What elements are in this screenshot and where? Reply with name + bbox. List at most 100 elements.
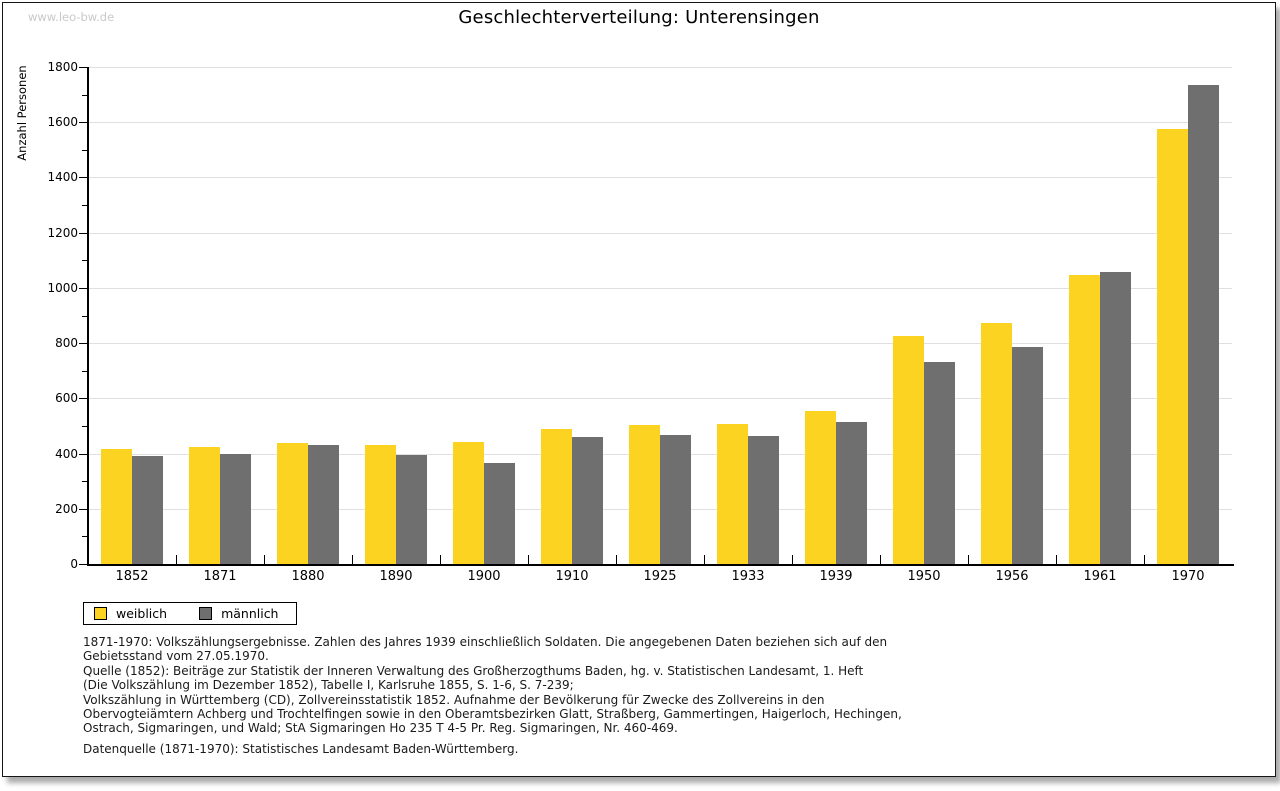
gridline [89, 122, 1232, 124]
x-axis-category-label: 1880 [291, 569, 325, 584]
y-axis-tick [79, 287, 87, 289]
y-axis-tick-label: 1200 [47, 225, 78, 240]
y-axis-line [87, 67, 89, 566]
gridline [89, 398, 1232, 400]
x-axis-tick [528, 555, 529, 564]
bar-weiblich-1880 [277, 442, 308, 564]
bar-männlich-1970 [1188, 84, 1219, 564]
bar-männlich-1890 [396, 455, 427, 564]
gridline [89, 287, 1232, 289]
footnote-line: Volkszählung in Württemberg (CD), Zollve… [83, 692, 825, 707]
legend-item-männlich: männlich [199, 607, 278, 620]
bar-weiblich-1939 [805, 411, 836, 564]
legend-swatch-männlich [199, 607, 213, 620]
footnote-line: (Die Volkszählung im Dezember 1852), Tab… [83, 678, 574, 693]
y-axis-tick [79, 398, 87, 400]
x-axis-category-label: 1956 [995, 569, 1029, 584]
bar-männlich-1880 [308, 445, 339, 564]
chart-title: Geschlechterverteilung: Unterensingen [458, 7, 820, 28]
footnote-line: Ostrach, Sigmaringen, und Wald; StA Sigm… [83, 721, 678, 736]
gridline [89, 67, 1232, 68]
x-axis-line [87, 564, 1234, 566]
bar-weiblich-1852 [101, 449, 132, 564]
bar-männlich-1933 [748, 435, 779, 564]
datasource-note: Datenquelle (1871-1970): Statistisches L… [83, 742, 519, 756]
y-axis-minor-tick [82, 205, 87, 207]
y-axis-minor-tick [82, 94, 87, 96]
bar-männlich-1956 [1012, 347, 1043, 564]
bar-weiblich-1900 [453, 441, 484, 564]
y-axis-tick [79, 122, 87, 124]
gridline [89, 232, 1232, 234]
bar-männlich-1910 [572, 436, 603, 564]
y-axis-minor-tick [82, 149, 87, 151]
y-axis-tick-label: 0 [70, 557, 78, 571]
y-axis-tick [79, 453, 87, 455]
y-axis-minor-tick [82, 481, 87, 483]
y-axis-minor-tick [82, 315, 87, 317]
x-axis-category-label: 1925 [643, 569, 677, 584]
footnote-line: 1871-1970: Volkszählungsergebnisse. Zahl… [83, 635, 888, 649]
x-axis-tick [176, 555, 177, 564]
legend-swatch-weiblich [94, 607, 107, 620]
bar-weiblich-1890 [365, 445, 396, 564]
bar-männlich-1852 [132, 456, 163, 564]
legend-item-weiblich: weiblich [94, 607, 167, 620]
plot-area: 1852 1871 1880 1890 1900 1910 1925 1933 1939 1950… [3, 3, 1275, 776]
bar-weiblich-1961 [1069, 275, 1100, 564]
y-axis-tick-label: 1600 [47, 115, 78, 130]
x-axis-tick [440, 555, 441, 564]
y-axis-minor-tick [82, 536, 87, 538]
x-axis-tick [792, 555, 793, 564]
bar-männlich-1925 [660, 435, 691, 564]
bar-weiblich-1950 [893, 335, 924, 564]
x-axis-category-label: 1890 [379, 569, 413, 584]
footnote-line: Obervogteiämtern Achberg und Trochtelfin… [83, 707, 902, 722]
bar-männlich-1939 [836, 421, 867, 564]
bar-weiblich-1933 [717, 423, 748, 564]
x-axis-category-label: 1871 [203, 569, 237, 584]
bar-weiblich-1871 [189, 446, 220, 564]
x-axis-tick [352, 555, 353, 564]
y-axis-tick-label: 1400 [47, 170, 78, 185]
bar-männlich-1961 [1100, 272, 1131, 564]
x-axis-category-label: 1950 [907, 569, 941, 584]
legend-label: männlich [221, 606, 279, 621]
bar-weiblich-1956 [981, 323, 1012, 564]
x-axis-category-label: 1910 [555, 569, 589, 584]
footnote-line: Gebietsstand vom 27.05.1970. [83, 649, 269, 664]
bar-männlich-1871 [220, 453, 251, 564]
chart-frame: www.leo-bw.de Geschlechterverteilung: Un… [2, 2, 1276, 777]
x-axis-tick [968, 555, 969, 564]
y-axis-tick-label: 200 [55, 501, 78, 516]
x-axis-category-label: 1961 [1083, 569, 1117, 584]
y-axis-minor-tick [82, 370, 87, 372]
watermark: www.leo-bw.de [28, 10, 115, 24]
x-axis-tick [880, 555, 881, 564]
x-axis-tick [1144, 555, 1145, 564]
legend: weiblich männlich [83, 602, 298, 625]
bar-weiblich-1970 [1157, 129, 1188, 564]
y-axis-tick [79, 508, 87, 510]
y-axis-minor-tick [82, 260, 87, 262]
y-axis-tick [79, 67, 87, 68]
x-axis-category-label: 1933 [731, 569, 765, 584]
y-axis-tick-label: 600 [55, 391, 78, 406]
bar-weiblich-1925 [629, 424, 660, 564]
footnote-line: Quelle (1852): Beiträge zur Statistik de… [83, 663, 864, 678]
y-axis-tick-label: 400 [55, 446, 78, 461]
x-axis-category-label: 1900 [467, 569, 501, 584]
x-axis-tick [616, 555, 617, 564]
x-axis-category-label: 1852 [115, 569, 149, 584]
x-axis-tick [264, 555, 265, 564]
bar-weiblich-1910 [541, 428, 572, 564]
bar-männlich-1950 [924, 362, 955, 564]
x-axis-category-label: 1939 [819, 569, 853, 584]
gridline [89, 343, 1232, 345]
y-axis-tick-label: 1000 [47, 280, 78, 295]
y-axis-minor-tick [82, 425, 87, 427]
bar-männlich-1900 [484, 463, 515, 564]
y-axis-tick-label: 800 [55, 336, 78, 351]
x-axis-tick [704, 555, 705, 564]
y-axis-tick [79, 564, 87, 565]
